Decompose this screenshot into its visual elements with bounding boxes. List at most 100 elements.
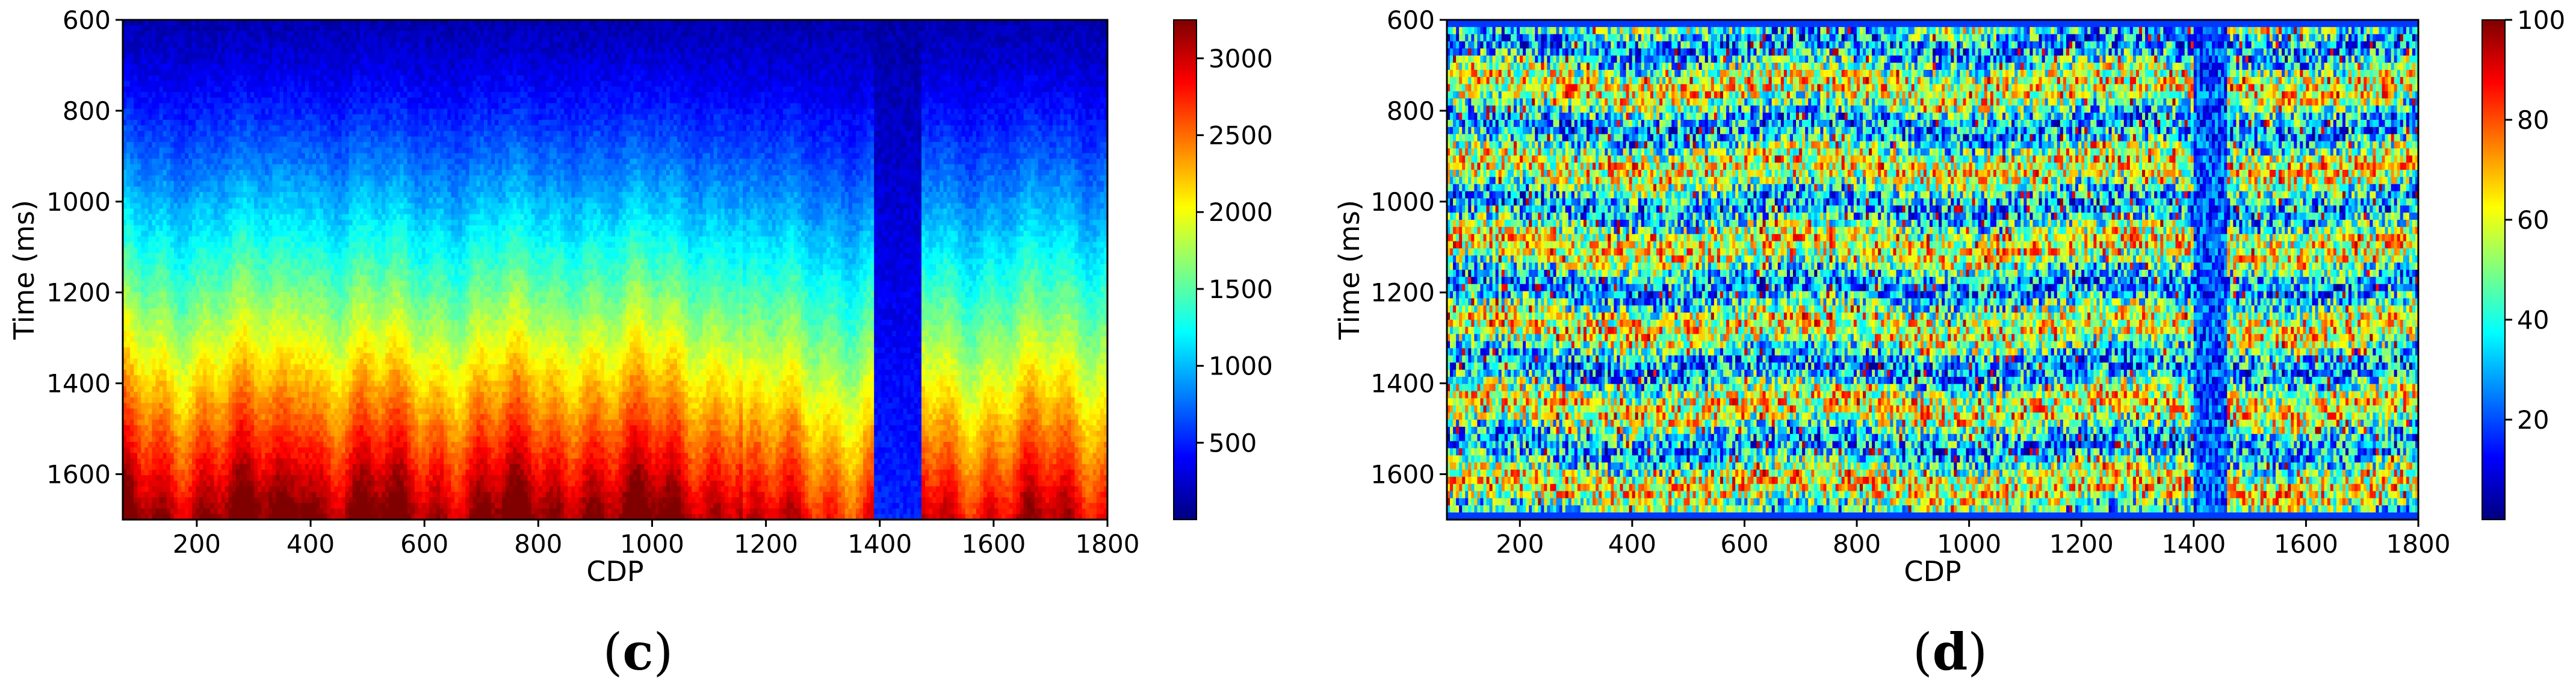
heatmap-cell <box>272 503 277 509</box>
heatmap-cell <box>163 358 167 365</box>
heatmap-cell <box>258 253 262 260</box>
heatmap-cell <box>305 403 309 409</box>
heatmap-cell <box>235 70 240 76</box>
heatmap-cell <box>320 281 324 287</box>
heatmap-cell <box>166 186 171 193</box>
heatmap-cell <box>250 486 255 493</box>
heatmap-cell <box>258 381 262 387</box>
heatmap-cell <box>283 414 288 420</box>
heatmap-cell <box>206 136 211 143</box>
heatmap-cell <box>309 258 313 265</box>
heatmap-cell <box>137 430 141 437</box>
heatmap-cell <box>261 475 265 482</box>
heatmap-cell <box>250 186 255 193</box>
heatmap-cell <box>286 25 291 32</box>
heatmap-cell <box>228 308 233 315</box>
heatmap-cell <box>235 391 240 398</box>
heatmap-cell <box>199 286 203 293</box>
heatmap-cell <box>323 25 327 32</box>
heatmap-cell <box>170 108 175 115</box>
heatmap-cell <box>235 414 240 420</box>
heatmap-cell <box>294 320 299 326</box>
heatmap-cell <box>305 241 309 248</box>
heatmap-cell <box>309 92 313 98</box>
heatmap-cell <box>185 175 189 182</box>
heatmap-cell <box>279 370 284 376</box>
heatmap-cell <box>130 281 134 287</box>
heatmap-cell <box>177 125 182 132</box>
heatmap-cell <box>185 158 189 165</box>
heatmap-cell <box>276 386 280 393</box>
heatmap-cell <box>305 92 309 98</box>
heatmap-cell <box>297 108 302 115</box>
heatmap-cell <box>316 25 320 32</box>
heatmap-cell <box>301 425 306 432</box>
heatmap-cell <box>247 253 251 260</box>
heatmap-cell <box>305 381 309 387</box>
heatmap-cell <box>272 358 277 365</box>
heatmap-cell <box>217 514 222 520</box>
heatmap-cell <box>134 86 138 93</box>
heatmap-cell <box>217 136 222 143</box>
heatmap-cell <box>228 436 233 443</box>
heatmap-cell <box>239 486 244 493</box>
heatmap-cell <box>134 275 138 282</box>
heatmap-cell <box>320 81 324 87</box>
heatmap-cell <box>276 347 280 353</box>
heatmap-cell <box>152 281 156 287</box>
heatmap-cell <box>203 420 207 426</box>
heatmap-cell <box>228 491 233 498</box>
heatmap-cell <box>134 36 138 43</box>
heatmap-cell <box>206 386 211 393</box>
heatmap-cell <box>239 31 244 37</box>
heatmap-cell <box>272 70 277 76</box>
heatmap-cell <box>166 164 171 170</box>
heatmap-cell <box>301 503 306 509</box>
heatmap-cell <box>254 303 258 309</box>
heatmap-cell <box>155 53 160 60</box>
heatmap-cell <box>232 203 237 210</box>
heatmap-cell <box>214 75 218 82</box>
heatmap-cell <box>254 141 258 148</box>
heatmap-cell <box>126 408 131 415</box>
heatmap-cell <box>170 441 175 448</box>
heatmap-cell <box>152 25 156 32</box>
heatmap-cell <box>137 403 141 409</box>
heatmap-cell <box>199 86 203 93</box>
heatmap-cell <box>272 291 277 298</box>
heatmap-cell <box>250 181 255 187</box>
heatmap-cell <box>166 425 171 432</box>
heatmap-cell <box>159 25 164 32</box>
heatmap-cell <box>221 441 226 448</box>
heatmap-cell <box>192 64 196 70</box>
heatmap-cell <box>148 358 153 365</box>
heatmap-cell <box>228 231 233 237</box>
heatmap-cell <box>166 286 171 293</box>
heatmap-cell <box>203 214 207 220</box>
heatmap-cell <box>320 331 324 337</box>
heatmap-cell <box>272 264 277 270</box>
heatmap-cell <box>323 158 327 165</box>
heatmap-cell <box>141 331 145 337</box>
heatmap-cell <box>235 258 240 265</box>
heatmap-cell <box>148 236 153 243</box>
heatmap-cell <box>188 341 193 348</box>
heatmap-cell <box>258 475 262 482</box>
heatmap-cell <box>235 36 240 43</box>
heatmap-cell <box>214 86 218 93</box>
heatmap-cell <box>305 308 309 315</box>
heatmap-cell <box>261 58 265 65</box>
heatmap-cell <box>283 447 288 453</box>
heatmap-cell <box>130 364 134 370</box>
heatmap-cell <box>130 131 134 137</box>
heatmap-cell <box>232 286 237 293</box>
heatmap-cell <box>276 375 280 382</box>
heatmap-cell <box>134 425 138 432</box>
heatmap-cell <box>228 314 233 320</box>
heatmap-cell <box>199 308 203 315</box>
heatmap-cell <box>159 331 164 337</box>
heatmap-cell <box>254 253 258 260</box>
heatmap-cell <box>159 103 164 110</box>
heatmap-cell <box>290 375 295 382</box>
heatmap-cell <box>316 414 320 420</box>
